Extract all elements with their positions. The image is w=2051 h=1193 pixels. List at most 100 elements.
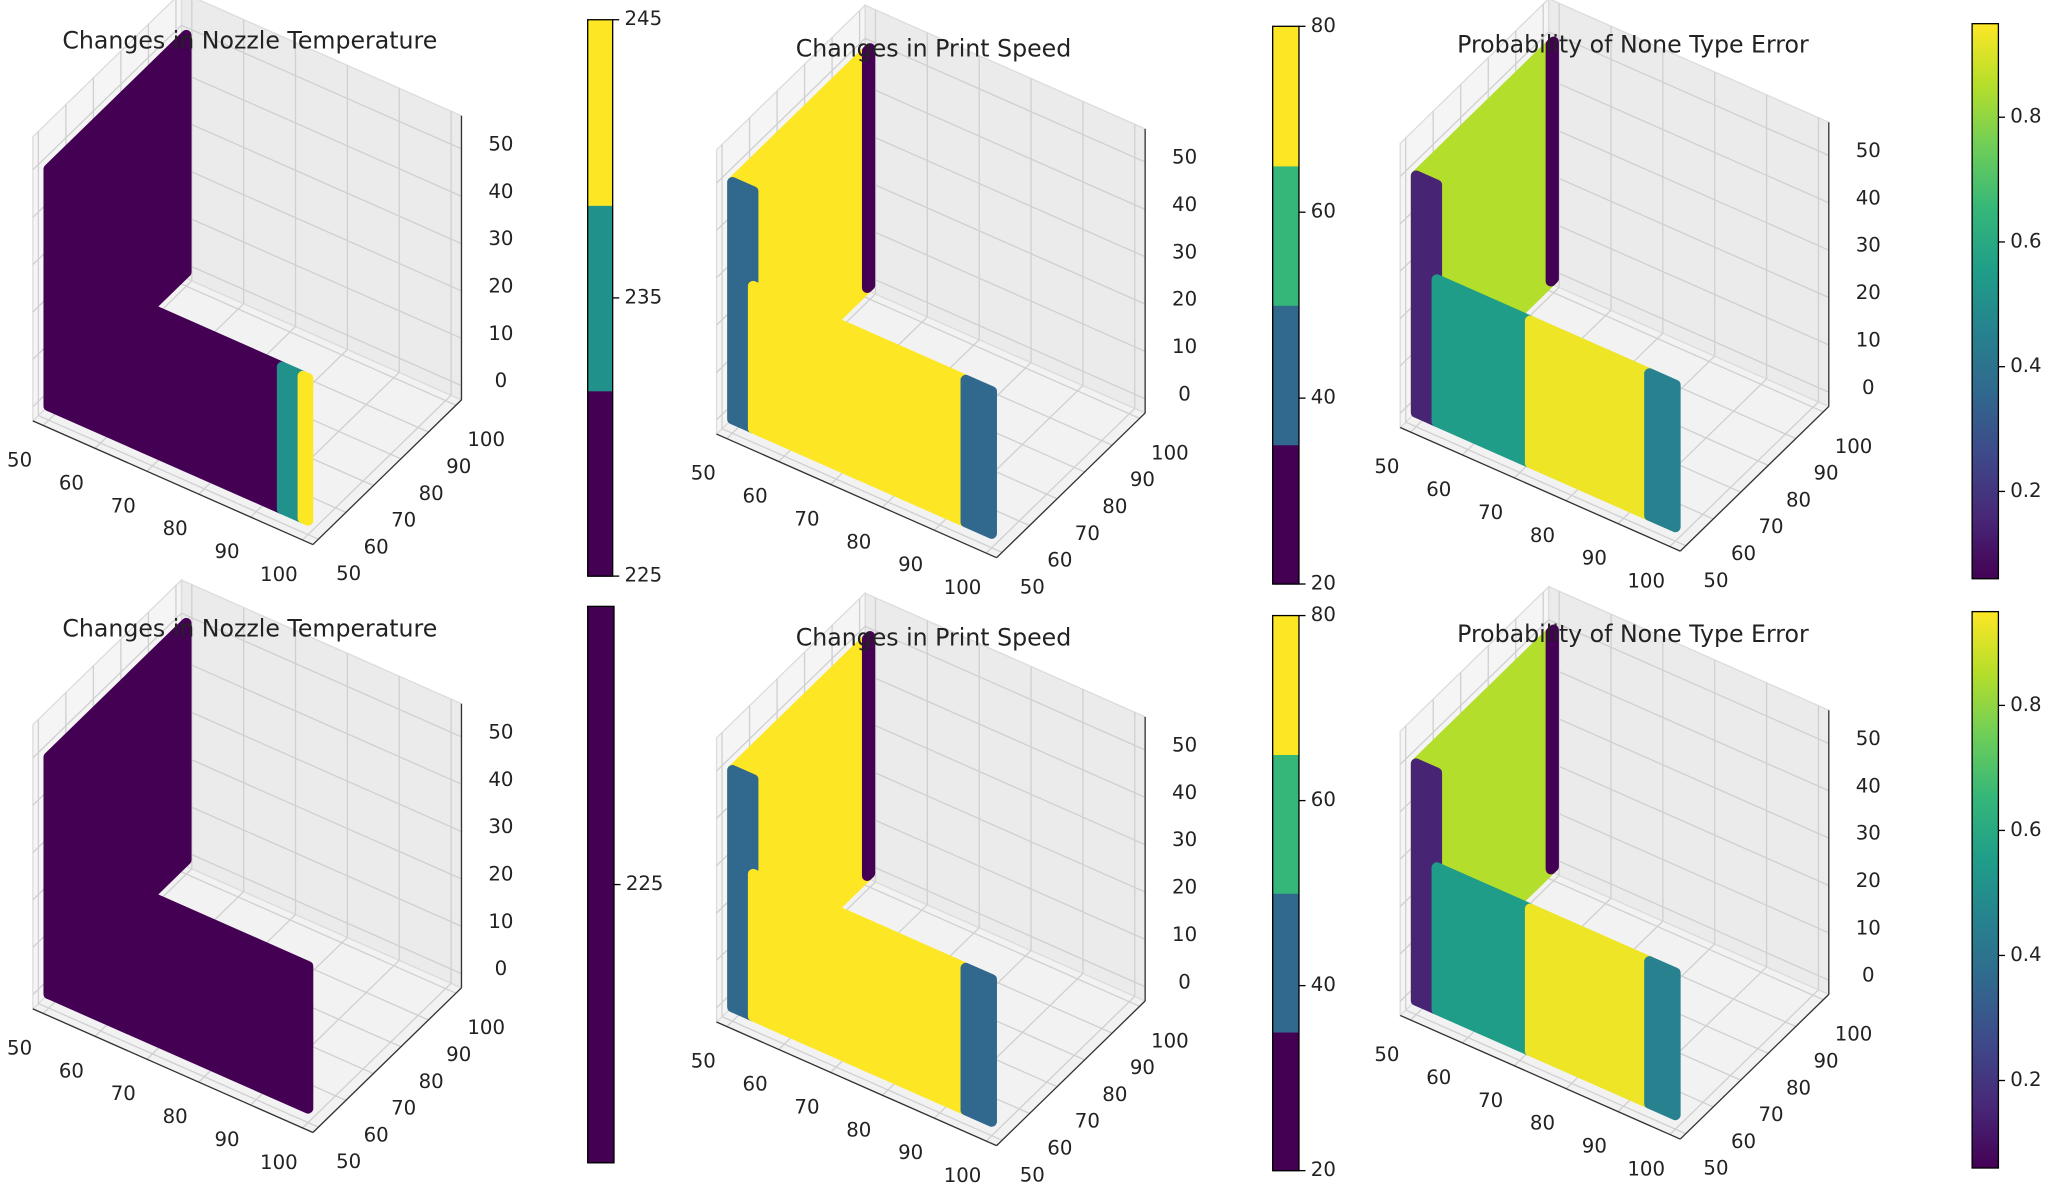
z-tick-label: 40 xyxy=(1856,774,1881,797)
grid-line xyxy=(1548,855,1830,981)
y-tick-label: 60 xyxy=(364,1123,389,1146)
axis-line xyxy=(312,399,462,546)
grid-line xyxy=(864,132,1146,258)
chart-title: Changes in Print Speed xyxy=(796,34,1072,62)
grid-line xyxy=(864,767,1146,893)
z-tick-label: 10 xyxy=(1856,916,1881,939)
grid-line xyxy=(181,754,462,880)
colorbar-tick-label: 0.8 xyxy=(2010,105,2041,128)
axis-line xyxy=(32,420,314,546)
colorbar-tick-label: 80 xyxy=(1311,14,1336,37)
colorbar-band xyxy=(1272,893,1299,1033)
grid-line xyxy=(1543,875,1824,1001)
colorbar-band xyxy=(1272,1031,1299,1172)
grid-line xyxy=(1543,287,1824,413)
point-cloud xyxy=(960,374,997,539)
y-tick-label: 90 xyxy=(1813,462,1838,485)
x-tick-label: 70 xyxy=(111,494,136,517)
y-tick-label: 70 xyxy=(1758,1103,1783,1126)
x-tick-label: 60 xyxy=(1426,1066,1451,1089)
z-tick-label: 30 xyxy=(1172,240,1197,263)
point-cloud xyxy=(1545,624,1559,875)
x-tick-label: 60 xyxy=(743,485,768,508)
z-tick-label: 10 xyxy=(1172,335,1197,358)
chart-title: Changes in Nozzle Temperature xyxy=(62,27,437,55)
axis-line xyxy=(996,1000,1146,1147)
grid-line xyxy=(181,707,462,833)
y-tick-label: 50 xyxy=(336,562,361,585)
x-tick-label: 50 xyxy=(7,1036,32,1059)
grid-line xyxy=(864,85,1146,211)
colorbar-frame xyxy=(1971,610,2000,1169)
x-tick-label: 100 xyxy=(944,1164,982,1187)
z-tick-label: 50 xyxy=(1856,727,1881,750)
colorbar-band xyxy=(1272,26,1299,167)
grid-line xyxy=(181,659,462,785)
y-tick-label: 80 xyxy=(1102,1083,1127,1106)
grid-line xyxy=(864,862,1146,988)
point-cloud xyxy=(861,43,876,294)
colorbar xyxy=(1972,23,1999,579)
colorbar-frame xyxy=(1272,614,1300,1172)
grid-line xyxy=(1669,401,1819,548)
x-tick-label: 60 xyxy=(59,1059,84,1082)
x-tick-label: 100 xyxy=(1627,1158,1665,1181)
x-tick-label: 50 xyxy=(691,1050,716,1073)
z-tick-label: 50 xyxy=(1172,146,1197,169)
colorbar-tick-label: 60 xyxy=(1311,200,1336,223)
x-tick-label: 70 xyxy=(111,1082,136,1105)
grid-line xyxy=(181,214,462,339)
grid-line xyxy=(32,24,182,171)
y-tick-label: 90 xyxy=(1130,1056,1155,1079)
colorbar-tick-label: 0.2 xyxy=(2010,479,2041,502)
z-tick-label: 20 xyxy=(488,862,513,885)
z-tick-label: 0 xyxy=(1178,970,1191,993)
x-tick-label: 90 xyxy=(214,1128,239,1151)
z-tick-label: 20 xyxy=(1856,869,1881,892)
y-tick-label: 70 xyxy=(1758,515,1783,538)
z-tick-label: 0 xyxy=(495,369,508,392)
grid-line xyxy=(1669,989,1819,1135)
y-tick-label: 70 xyxy=(1075,1110,1100,1133)
grid-line xyxy=(716,37,866,184)
x-tick-label: 80 xyxy=(846,1118,871,1141)
x-tick-label: 100 xyxy=(260,563,298,586)
grid-line xyxy=(864,625,1146,751)
z-tick-label: 0 xyxy=(1178,382,1191,405)
y-tick-label: 70 xyxy=(1075,522,1100,545)
y-tick-label: 80 xyxy=(1786,1076,1811,1099)
colorbar-band xyxy=(587,19,613,206)
y-tick-label: 70 xyxy=(391,509,416,532)
x-tick-label: 50 xyxy=(691,462,716,485)
colorbar xyxy=(1972,611,1999,1169)
y-tick-label: 90 xyxy=(1813,1050,1838,1073)
colorbar-tick-label: 60 xyxy=(1311,788,1336,811)
y-tick-label: 100 xyxy=(1151,441,1189,464)
y-tick-label: 60 xyxy=(1731,542,1756,565)
y-tick-label: 100 xyxy=(1835,1023,1873,1046)
y-tick-label: 60 xyxy=(1731,1130,1756,1153)
colorbar-tick-label: 20 xyxy=(1311,572,1336,595)
grid-line xyxy=(859,294,1140,419)
colorbar-band xyxy=(1272,305,1299,446)
z-tick-label: 20 xyxy=(1172,876,1197,899)
grid-line xyxy=(859,882,1140,1007)
colorbar-band xyxy=(1272,615,1299,755)
grid-line xyxy=(1399,619,1550,765)
grid-line xyxy=(32,612,182,759)
x-tick-label: 90 xyxy=(1582,547,1607,570)
y-tick-label: 80 xyxy=(419,482,444,505)
colorbar-tick-label: 235 xyxy=(625,285,663,308)
colorbar-tick-label: 225 xyxy=(625,564,663,587)
z-tick-label: 0 xyxy=(1862,376,1875,399)
grid-line xyxy=(864,720,1146,846)
colorbar-tick-label: 0.4 xyxy=(2010,943,2041,966)
z-tick-label: 50 xyxy=(488,132,513,155)
grid-line xyxy=(181,166,462,292)
x-tick-label: 90 xyxy=(898,1141,923,1164)
colorbar-tick-label: 0.8 xyxy=(2010,693,2041,716)
y-tick-label: 100 xyxy=(467,1016,505,1039)
